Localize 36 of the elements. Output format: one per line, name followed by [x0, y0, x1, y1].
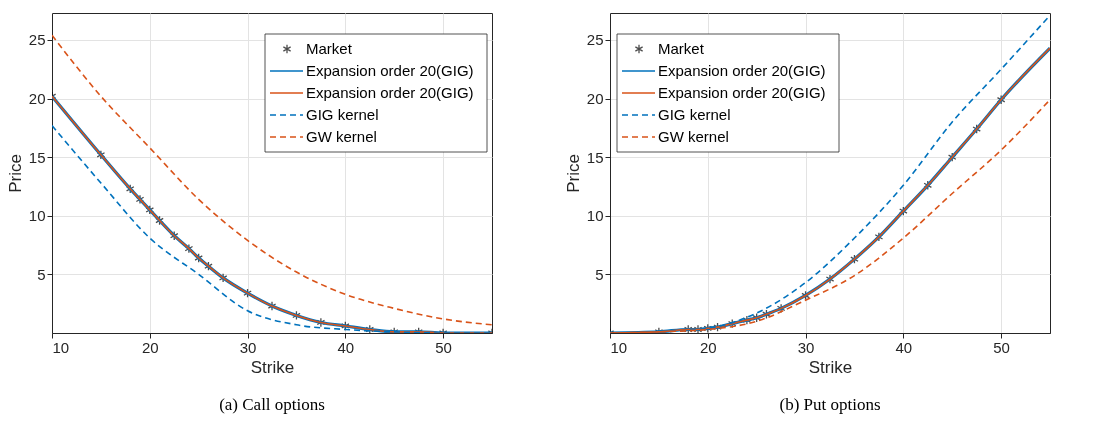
- legend-label: Market: [306, 40, 353, 57]
- x-tick-label: 50: [993, 338, 1010, 356]
- legend-label: GIG kernel: [658, 106, 731, 123]
- y-axis-title: Price: [563, 154, 583, 193]
- y-tick-label: 25: [586, 31, 604, 49]
- y-tick-label: 20: [586, 90, 604, 108]
- y-tick-label: 5: [37, 265, 46, 283]
- y-tick-label: 5: [595, 265, 604, 283]
- x-tick-label: 30: [239, 338, 257, 356]
- x-tick-label: 40: [337, 338, 355, 356]
- text: (b) Put options: [779, 395, 881, 414]
- y-tick-label: 20: [28, 90, 46, 108]
- x-tick-label: 50: [435, 338, 452, 356]
- x-tick-label: 20: [141, 338, 159, 356]
- x-axis-title: Strike: [808, 357, 853, 377]
- x-tick-label: 40: [895, 338, 913, 356]
- y-tick-label: 15: [586, 148, 604, 166]
- x-tick-label: 10: [610, 338, 628, 356]
- y-tick-label: 10: [586, 207, 604, 225]
- x-tick-label: 10: [52, 338, 70, 356]
- y-axis-title: Price: [5, 154, 25, 193]
- legend-label: Expansion order 20(GIG): [658, 62, 826, 79]
- x-axis-title: Strike: [250, 357, 295, 377]
- text: (a) Call options: [219, 395, 325, 414]
- legend-label: Expansion order 20(GIG): [658, 84, 826, 101]
- legend-label: GIG kernel: [306, 106, 379, 123]
- legend-label: GW kernel: [306, 128, 377, 145]
- legend-label: Expansion order 20(GIG): [306, 62, 474, 79]
- legend-label: GW kernel: [658, 128, 729, 145]
- y-tick-label: 15: [28, 148, 46, 166]
- y-tick-label: 10: [28, 207, 46, 225]
- legend-label: Expansion order 20(GIG): [306, 84, 474, 101]
- y-tick-label: 25: [28, 31, 46, 49]
- x-tick-label: 30: [797, 338, 815, 356]
- x-tick-label: 20: [699, 338, 717, 356]
- legend-label: Market: [658, 40, 705, 57]
